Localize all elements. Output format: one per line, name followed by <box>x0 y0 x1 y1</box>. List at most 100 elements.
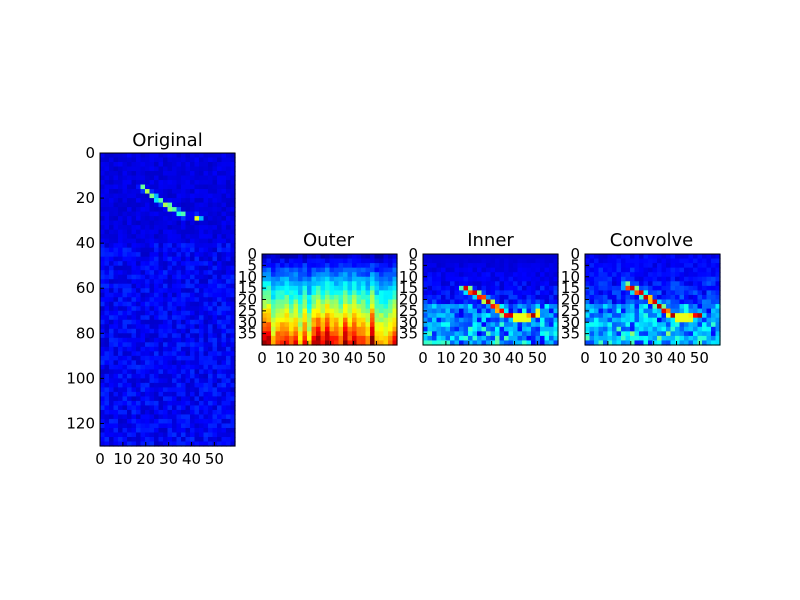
heatmap-cell <box>352 290 358 296</box>
heatmap-cell <box>208 184 214 190</box>
heatmap-cell <box>163 220 169 226</box>
heatmap-cell <box>316 272 322 278</box>
heatmap-cell <box>131 225 137 231</box>
heatmap-cell <box>356 299 362 305</box>
heatmap-cell <box>392 281 398 287</box>
heatmap-cell <box>208 175 214 181</box>
heatmap-cell <box>343 331 349 337</box>
heatmap-cell <box>154 378 160 384</box>
heatmap-cell <box>199 193 205 199</box>
heatmap-cell <box>149 157 155 163</box>
heatmap-cell <box>302 290 308 296</box>
heatmap-cell <box>293 313 299 319</box>
heatmap-cell <box>181 342 187 348</box>
heatmap-cell <box>140 396 146 402</box>
heatmap-cell <box>329 340 335 346</box>
heatmap-cell <box>140 432 146 438</box>
heatmap-cell <box>131 373 137 379</box>
heatmap-cell <box>226 301 232 307</box>
heatmap-cell <box>145 373 151 379</box>
heatmap-cell <box>230 369 236 375</box>
heatmap-cell <box>190 229 196 235</box>
heatmap-cell <box>212 198 218 204</box>
heatmap-cell <box>388 326 394 332</box>
heatmap-cell <box>603 267 609 273</box>
heatmap-cell <box>212 432 218 438</box>
heatmap-cell <box>163 387 169 393</box>
heatmap-cell <box>531 317 537 323</box>
heatmap-cell <box>230 279 236 285</box>
heatmap-cell <box>711 304 717 310</box>
heatmap-cell <box>298 299 304 305</box>
heatmap-cell <box>643 254 649 260</box>
heatmap-cell <box>185 270 191 276</box>
heatmap-cell <box>383 304 389 310</box>
heatmap-cell <box>589 272 595 278</box>
heatmap-cell <box>109 382 115 388</box>
heatmap-cell <box>145 423 151 429</box>
heatmap-cell <box>486 322 492 328</box>
heatmap-cell <box>531 308 537 314</box>
heatmap-cell <box>149 184 155 190</box>
heatmap-cell <box>226 234 232 240</box>
heatmap-cell <box>131 418 137 425</box>
heatmap-cell <box>149 378 155 384</box>
heatmap-cell <box>307 258 313 264</box>
heatmap-cell <box>459 294 465 301</box>
heatmap-cell <box>468 276 474 282</box>
heatmap-cell <box>693 285 699 291</box>
heatmap-cell <box>266 254 272 260</box>
heatmap-cell <box>643 322 649 328</box>
heatmap-cell <box>361 313 367 319</box>
heatmap-cell <box>621 254 627 260</box>
heatmap-cell <box>598 304 604 310</box>
heatmap-cell <box>289 272 295 278</box>
heatmap-cell <box>711 267 717 273</box>
heatmap-cell <box>271 308 277 314</box>
heatmap-cell <box>432 322 438 328</box>
heatmap-cell <box>526 290 532 296</box>
heatmap-cell <box>648 272 654 278</box>
heatmap-cell <box>441 335 447 342</box>
heatmap-cell <box>553 272 559 278</box>
heatmap-cell <box>630 272 636 278</box>
heatmap-cell <box>217 270 223 276</box>
heatmap-cell <box>499 340 505 346</box>
heatmap-cell <box>158 432 164 438</box>
heatmap-cell <box>149 315 155 321</box>
heatmap-cell <box>334 313 340 319</box>
heatmap-cell <box>100 418 106 425</box>
heatmap-cell <box>100 423 106 429</box>
heatmap-cell <box>212 238 218 244</box>
heatmap-cell <box>612 290 618 296</box>
heatmap-cell <box>127 301 133 307</box>
heatmap-cell <box>109 247 115 253</box>
heatmap-cell <box>477 331 483 337</box>
heatmap-cell <box>675 326 681 332</box>
heatmap-cell <box>212 306 218 312</box>
heatmap-cell <box>495 267 501 273</box>
heatmap-cell <box>423 281 429 287</box>
heatmap-cell <box>176 297 182 303</box>
heatmap-cell <box>208 180 214 186</box>
heatmap-cell <box>423 313 429 319</box>
heatmap-cell <box>154 409 160 416</box>
heatmap-cell <box>104 364 110 370</box>
heatmap-cell <box>423 276 429 282</box>
heatmap-cell <box>131 324 137 330</box>
heatmap-cell <box>338 335 344 342</box>
heatmap-cell <box>118 292 124 298</box>
heatmap-cell <box>657 272 663 278</box>
heatmap-cell <box>221 261 227 267</box>
heatmap-cell <box>185 378 191 384</box>
heatmap-cell <box>100 265 106 271</box>
heatmap-cell <box>585 340 591 346</box>
heatmap-cell <box>365 299 371 305</box>
heatmap-cell <box>149 247 155 253</box>
heatmap-cell <box>535 258 541 264</box>
heatmap-cell <box>490 313 496 319</box>
heatmap-cell <box>167 418 173 425</box>
heatmap-cell <box>113 279 119 285</box>
heatmap-cell <box>113 256 119 262</box>
